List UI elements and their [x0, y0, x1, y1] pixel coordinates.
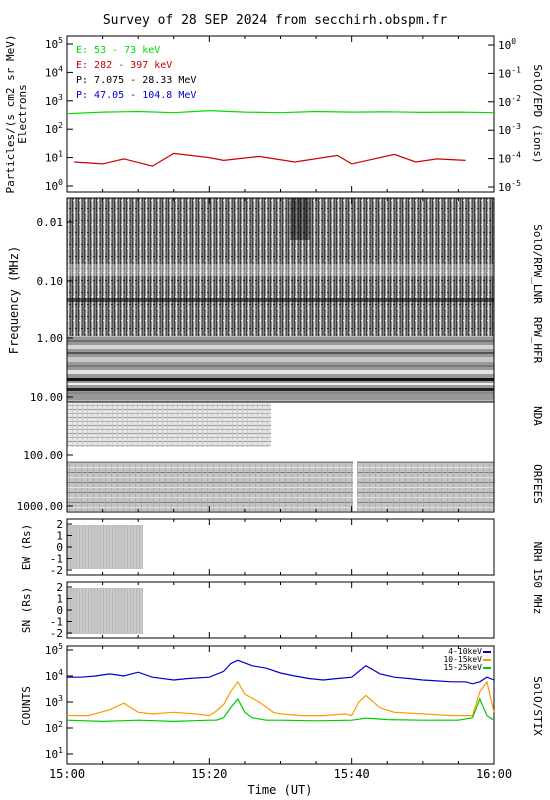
stix-tick-label: 104: [45, 668, 63, 683]
stix-frame: [66, 645, 495, 765]
nrh-ew-ticks: 210-1-2: [50, 518, 72, 577]
radio-ticks: 0.01 0.10 1.00 10.00 100.00 1000.00: [17, 216, 73, 513]
epd-right-ticks: 10-5 10-4 10-3 10-2 10-1 100: [488, 37, 521, 194]
nrh-tick-label: 2: [56, 518, 63, 531]
stix-legend-entry: 15-25keV: [443, 663, 482, 672]
epd-left-tick-label: 101: [45, 150, 63, 165]
epd-right-tick-label: 10-1: [498, 65, 521, 80]
nrh-sn-ticks: 210-1-2: [50, 581, 72, 640]
epd-ylabel: Particles/(s cm2 sr MeV): [4, 35, 17, 194]
stix-tick-label: 105: [45, 642, 63, 657]
stix-tick-label: 101: [45, 746, 63, 761]
orfees-label: ORFEES: [531, 464, 544, 504]
radio-tick-label: 10.00: [30, 391, 63, 404]
figure-title: Survey of 28 SEP 2024 from secchirh.obsp…: [103, 13, 448, 28]
epd-series: [66, 109, 495, 167]
epd-left-tick-label: 102: [45, 121, 63, 136]
stix-ticks: 101 102 103 104 105: [45, 642, 73, 761]
nrh-ew-image: [67, 525, 143, 569]
stix-series-line: [67, 680, 495, 717]
epd-ylabel-electrons: Electrons: [16, 84, 29, 144]
nrh-tick-label: -2: [50, 627, 63, 640]
nrh-tick-label: 1: [56, 530, 63, 543]
stix-ylabel: COUNTS: [20, 686, 33, 726]
epd-series-line: [66, 109, 495, 115]
nrh-tick-label: -1: [50, 553, 63, 566]
stix-tick-label: 103: [45, 694, 63, 709]
epd-right-tick-label: 100: [498, 37, 516, 52]
radio-ylabel: Frequency (MHz): [7, 246, 21, 354]
nrh-tick-label: 0: [56, 604, 63, 617]
epd-legend: E: 53 - 73 keV E: 282 - 397 keV P: 7.075 -…: [76, 45, 196, 101]
stix-legend-entry: 4-10keV: [448, 647, 482, 656]
nrh-tick-label: 1: [56, 593, 63, 606]
rpw-lnr-label: SolO/RPW_LNR: [531, 224, 544, 304]
radio-tick-label: 0.01: [37, 216, 64, 229]
radio-panel: 0.01 0.10 1.00 10.00 100.00 1000.00 Frequency…: [7, 197, 544, 513]
rpw-hfr-spectrogram: [67, 336, 494, 402]
x-axis-label: Time (UT): [247, 783, 312, 797]
rpw-lnr-spectrogram: [67, 198, 494, 336]
nda-spectrogram: [67, 403, 271, 447]
radio-tick-label: 1.00: [37, 332, 64, 345]
rpw-lnr-band-light: [67, 264, 494, 276]
epd-right-tick-label: 10-2: [498, 94, 521, 109]
nrh-tick-label: 0: [56, 541, 63, 554]
stix-series-line: [67, 659, 495, 685]
nda-label: NDA: [531, 406, 544, 426]
epd-left-tick-label: 105: [45, 36, 63, 51]
nrh-sn-image: [67, 588, 143, 634]
radio-tick-label: 1000.00: [17, 500, 63, 513]
orfees-gap: [353, 461, 357, 511]
x-axis-ticks: 15:00 15:20 15:40 16:00: [49, 36, 512, 781]
x-tick-label: 15:40: [334, 767, 370, 781]
orfees-spectrogram: [67, 461, 494, 511]
x-tick-label: 16:00: [476, 767, 512, 781]
nrh-tick-label: -2: [50, 564, 63, 577]
stix-right-label: SolO/STIX: [531, 676, 544, 736]
rpw-hfr-label: RPW_HFR: [531, 317, 544, 364]
x-tick-label: 15:00: [49, 767, 85, 781]
epd-left-tick-label: 103: [45, 93, 63, 108]
radio-tick-label: 100.00: [23, 449, 63, 462]
stix-legend-entry: 10-15keV: [443, 655, 482, 664]
epd-right-tick-label: 10-3: [498, 122, 521, 137]
x-tick-label: 15:20: [191, 767, 227, 781]
epd-legend-entry: E: 53 - 73 keV: [76, 45, 160, 56]
stix-tick-label: 102: [45, 720, 63, 735]
stix-series-line: [66, 697, 495, 723]
nrh-ew-panel: 210-1-2 EW (Rs): [20, 518, 495, 577]
nrh-tick-label: -1: [50, 616, 63, 629]
epd-legend-entry: P: 7.075 - 28.33 MeV: [76, 75, 196, 86]
rpw-lnr-burst: [290, 198, 310, 240]
epd-right-label: SolO/EPD (ions): [531, 64, 544, 163]
epd-series-line: [74, 152, 466, 167]
epd-left-tick-label: 104: [45, 64, 63, 79]
epd-right-tick-label: 10-4: [498, 151, 521, 166]
epd-legend-entry: E: 282 - 397 keV: [76, 60, 172, 71]
epd-left-tick-label: 100: [45, 178, 63, 193]
epd-legend-entry: P: 47.05 - 104.8 MeV: [76, 90, 196, 101]
nrh-right-label: NRH 150 MHz: [531, 542, 544, 615]
nrh-tick-label: 2: [56, 581, 63, 594]
nrh-ew-ylabel: EW (Rs): [20, 524, 33, 570]
radio-tick-label: 0.10: [37, 275, 64, 288]
nrh-sn-ylabel: SN (Rs): [20, 587, 33, 633]
epd-right-tick-label: 10-5: [498, 179, 521, 194]
epd-left-ticks: 100 101 102 103 104 105: [45, 36, 73, 193]
rpw-lnr-band-dark: [67, 298, 494, 302]
stix-series: [66, 659, 495, 723]
